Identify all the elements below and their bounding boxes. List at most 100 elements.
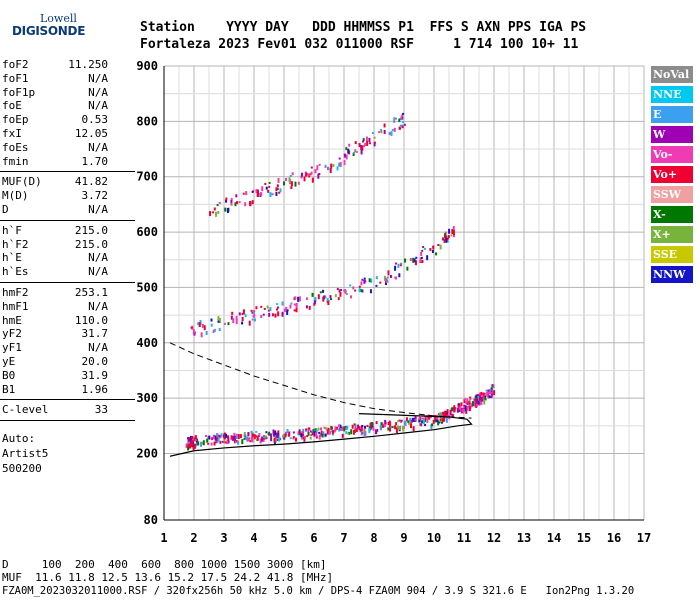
echo-point xyxy=(310,430,313,433)
echo-point xyxy=(271,313,274,317)
echo-point xyxy=(262,313,265,316)
echo-point xyxy=(365,136,368,142)
param-name: foE xyxy=(2,99,22,113)
echo-point xyxy=(427,414,430,420)
echo-point xyxy=(251,311,254,314)
echo-point xyxy=(190,326,193,329)
echo-point xyxy=(375,421,378,425)
echo-point xyxy=(298,431,301,435)
param-value: N/A xyxy=(88,71,108,85)
echo-point xyxy=(477,394,480,397)
echo-point xyxy=(379,425,382,431)
echo-point xyxy=(268,181,271,184)
echo-point xyxy=(421,260,424,264)
echo-point xyxy=(358,288,361,293)
echo-point xyxy=(389,426,392,429)
echo-point xyxy=(387,270,390,276)
echo-point xyxy=(460,402,463,406)
echo-point xyxy=(236,201,239,205)
echo-point xyxy=(213,328,216,332)
echo-point xyxy=(320,427,323,431)
echo-point xyxy=(281,434,284,438)
echo-point xyxy=(276,187,279,190)
echo-point xyxy=(402,425,405,430)
echo-point xyxy=(268,431,271,436)
echo-point xyxy=(198,322,201,328)
echo-point xyxy=(327,300,330,306)
echo-point xyxy=(193,443,196,449)
echo-point xyxy=(437,243,440,246)
echo-point xyxy=(251,438,254,443)
echo-point xyxy=(251,190,254,193)
echo-point xyxy=(472,401,475,407)
echo-point xyxy=(265,431,268,434)
echo-point xyxy=(216,441,219,444)
echo-point xyxy=(330,426,333,430)
echo-point xyxy=(244,202,247,207)
echo-point xyxy=(401,126,404,129)
echo-point xyxy=(493,390,496,396)
echo-point xyxy=(194,435,197,438)
legend-item-w: W xyxy=(651,126,693,143)
echo-point xyxy=(388,132,391,136)
echo-point xyxy=(343,289,346,292)
echo-point xyxy=(362,140,365,143)
echo-point xyxy=(310,166,313,169)
echo-point xyxy=(318,173,321,176)
echo-point xyxy=(368,428,371,434)
echo-point xyxy=(274,313,277,318)
echo-point xyxy=(399,126,402,130)
logo-digisonde-text: DIGISONDE xyxy=(12,24,86,38)
echo-point xyxy=(460,407,463,412)
echo-point xyxy=(305,172,308,177)
echo-point xyxy=(275,191,278,196)
echo-point xyxy=(478,398,481,402)
x-tick-label: 16 xyxy=(607,531,621,545)
echo-point xyxy=(409,257,412,261)
echo-point xyxy=(300,175,303,179)
param-value: N/A xyxy=(88,299,108,313)
echo-point xyxy=(465,408,468,414)
echo-point xyxy=(360,144,363,150)
echo-point xyxy=(420,423,423,427)
echo-point xyxy=(452,226,455,231)
echo-point xyxy=(450,234,453,237)
echo-point xyxy=(263,307,266,310)
echo-point xyxy=(379,281,382,284)
echo-point xyxy=(347,148,350,154)
echo-point xyxy=(255,306,258,310)
echo-point xyxy=(241,312,244,315)
x-tick-label: 2 xyxy=(190,531,197,545)
echo-point xyxy=(345,154,348,160)
echo-point xyxy=(242,192,245,195)
echo-point xyxy=(462,408,465,414)
echo-point xyxy=(420,256,423,259)
echo-point xyxy=(290,186,293,190)
echo-point xyxy=(344,427,347,430)
echo-point xyxy=(369,423,372,429)
echo-point xyxy=(194,438,197,441)
echo-point xyxy=(234,202,237,207)
param-value: 1.70 xyxy=(81,154,109,168)
echo-point xyxy=(230,197,233,200)
param-value: 0.53 xyxy=(81,113,109,127)
echo-point xyxy=(250,309,253,312)
echo-point xyxy=(326,298,329,302)
echo-point xyxy=(306,297,309,300)
echo-point xyxy=(216,433,219,438)
echo-point xyxy=(443,418,446,422)
echo-point xyxy=(214,435,217,441)
param-name: foEs xyxy=(2,140,29,154)
echo-point xyxy=(373,142,376,147)
echo-point xyxy=(256,191,259,197)
echo-point xyxy=(451,407,454,412)
echo-point xyxy=(431,249,434,253)
echo-point xyxy=(311,177,314,183)
echo-point xyxy=(409,417,412,422)
echo-point xyxy=(464,398,467,401)
echo-point xyxy=(293,309,296,312)
echo-point xyxy=(254,434,257,437)
echo-point xyxy=(278,436,281,442)
echo-point xyxy=(212,329,215,333)
echo-point xyxy=(277,177,280,183)
